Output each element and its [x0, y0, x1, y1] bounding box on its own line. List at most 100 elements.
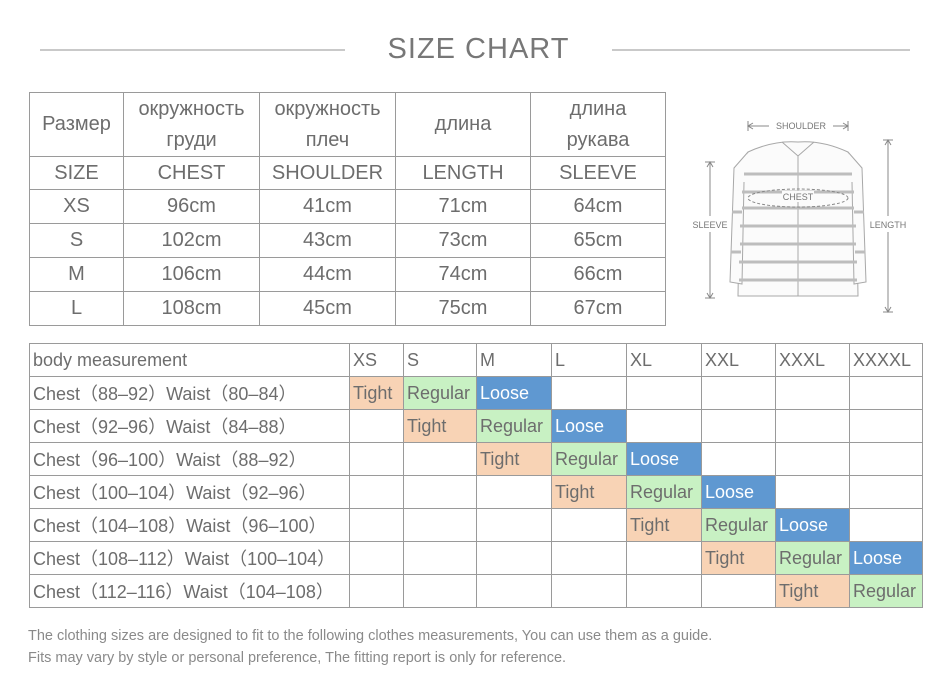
length-label: LENGTH — [870, 220, 907, 230]
fit-loose-cell: Loose — [626, 442, 702, 476]
size-table-cell: XS — [29, 189, 124, 224]
fit-empty-cell — [403, 508, 477, 542]
size-table-cell: 64cm — [530, 189, 666, 224]
fit-tight-cell: Tight — [626, 508, 702, 542]
fit-tight-cell: Tight — [701, 541, 776, 575]
fit-empty-cell — [701, 376, 776, 410]
title-divider-left — [40, 49, 345, 51]
fit-empty-cell — [701, 442, 776, 476]
header-text-line: длина — [569, 97, 627, 120]
fit-tight-cell: Tight — [476, 442, 552, 476]
fit-empty-cell — [849, 508, 923, 542]
chest-label: CHEST — [783, 192, 814, 202]
fit-empty-cell — [551, 376, 627, 410]
fit-loose-cell: Loose — [551, 409, 627, 443]
size-table-en-header: CHEST — [123, 156, 260, 190]
size-table-cell: L — [29, 291, 124, 326]
fit-loose-cell: Loose — [775, 508, 850, 542]
fit-tight-cell: Tight — [403, 409, 477, 443]
header-text-line: плеч — [305, 128, 350, 151]
shoulder-arrow — [747, 121, 849, 131]
fit-empty-cell — [476, 508, 552, 542]
size-table-cell: 108cm — [123, 291, 260, 326]
fit-empty-cell — [626, 376, 702, 410]
fit-loose-cell: Loose — [849, 541, 923, 575]
fit-table-header-label: body measurement — [29, 343, 350, 377]
fit-table-header-row: body measurement XS S M L XL XXL XXXL XXXXL — [29, 343, 923, 377]
fit-empty-cell — [626, 541, 702, 575]
fit-table-size-header: XXL — [701, 343, 776, 377]
fit-empty-cell — [403, 541, 477, 575]
fit-empty-cell — [551, 508, 627, 542]
fit-regular-cell: Regular — [551, 442, 627, 476]
title-divider-right — [612, 49, 910, 51]
size-table-row: XS 96cm 41cm 71cm 64cm — [29, 189, 666, 224]
size-table-cell: 96cm — [123, 189, 260, 224]
header-text-line: груди — [166, 128, 217, 151]
note-line-1: The clothing sizes are designed to fit t… — [28, 628, 713, 644]
fit-table-row-label: Chest（112–116）Waist（104–108） — [29, 574, 350, 608]
fit-empty-cell — [775, 442, 850, 476]
fit-empty-cell — [775, 475, 850, 509]
size-measurement-table: Размер окружность груди окружность плеч длина… — [29, 92, 666, 326]
fit-table-row-label: Chest（104–108）Waist（96–100） — [29, 508, 350, 542]
fit-table-row: Chest（104–108）Waist（96–100） Tight Regular L… — [29, 508, 923, 542]
fit-empty-cell — [349, 541, 404, 575]
size-table-en-header: SIZE — [29, 156, 124, 190]
fit-table-size-header: XS — [349, 343, 404, 377]
page-title: SIZE CHART — [387, 33, 570, 65]
size-table-row: S 102cm 43cm 73cm 65cm — [29, 223, 666, 258]
header-text-line: Размер — [42, 113, 111, 135]
fit-regular-cell: Regular — [626, 475, 702, 509]
fit-regular-cell: Regular — [403, 376, 477, 410]
fit-table-size-header: XXXXL — [849, 343, 923, 377]
size-table-cell: M — [29, 257, 124, 292]
fit-empty-cell — [849, 475, 923, 509]
header-text-line: рукава — [566, 128, 630, 151]
size-table-cell: 65cm — [530, 223, 666, 258]
fit-regular-cell: Regular — [476, 409, 552, 443]
fit-table-row-label: Chest（92–96）Waist（84–88） — [29, 409, 350, 443]
fit-empty-cell — [775, 376, 850, 410]
size-table-ru-header-row: Размер окружность груди окружность плеч длина… — [29, 92, 666, 157]
size-table-ru-header: окружность плеч — [259, 92, 396, 157]
fit-empty-cell — [349, 508, 404, 542]
fit-empty-cell — [349, 409, 404, 443]
fit-empty-cell — [849, 409, 923, 443]
fit-table-row: Chest（88–92）Waist（80–84） Tight Regular Loos… — [29, 376, 923, 410]
size-table-ru-header: длина рукава — [530, 92, 666, 157]
fit-regular-cell: Regular — [849, 574, 923, 608]
header-text-line: окружность — [138, 97, 245, 120]
fit-table-row-label: Chest（100–104）Waist（92–96） — [29, 475, 350, 509]
size-table-ru-header: Размер — [29, 92, 124, 157]
fit-loose-cell: Loose — [701, 475, 776, 509]
fit-empty-cell — [626, 409, 702, 443]
fit-table-row-label: Chest（88–92）Waist（80–84） — [29, 376, 350, 410]
size-table-ru-header: окружность груди — [123, 92, 260, 157]
size-table-cell: 41cm — [259, 189, 396, 224]
fit-regular-cell: Regular — [701, 508, 776, 542]
fit-empty-cell — [551, 541, 627, 575]
fit-table-row: Chest（100–104）Waist（92–96） Tight Regular Lo… — [29, 475, 923, 509]
size-table-cell: 44cm — [259, 257, 396, 292]
header-text-line: длина — [434, 113, 492, 135]
fit-loose-cell: Loose — [476, 376, 552, 410]
size-table-cell: 74cm — [395, 257, 531, 292]
fit-regular-cell: Regular — [775, 541, 850, 575]
fit-empty-cell — [476, 475, 552, 509]
fit-empty-cell — [349, 475, 404, 509]
size-table-cell: 45cm — [259, 291, 396, 326]
fit-tight-cell: Tight — [551, 475, 627, 509]
sleeve-arrow — [705, 161, 715, 299]
fit-tight-cell: Tight — [349, 376, 404, 410]
sleeve-label: SLEEVE — [692, 220, 727, 230]
fit-table-row: Chest（108–112）Waist（100–104） Tight Regular… — [29, 541, 923, 575]
size-table-ru-header: длина — [395, 92, 531, 157]
shirt-measurement-diagram: SHOULDER CHEST SLEEVE — [692, 121, 907, 313]
fit-guide-table: body measurement XS S M L XL XXL XXXL XXXXL Chest… — [29, 343, 923, 608]
fit-table-row-label: Chest（108–112）Waist（100–104） — [29, 541, 350, 575]
fit-empty-cell — [701, 574, 776, 608]
size-table-cell: 73cm — [395, 223, 531, 258]
fit-empty-cell — [476, 541, 552, 575]
fit-empty-cell — [403, 442, 477, 476]
